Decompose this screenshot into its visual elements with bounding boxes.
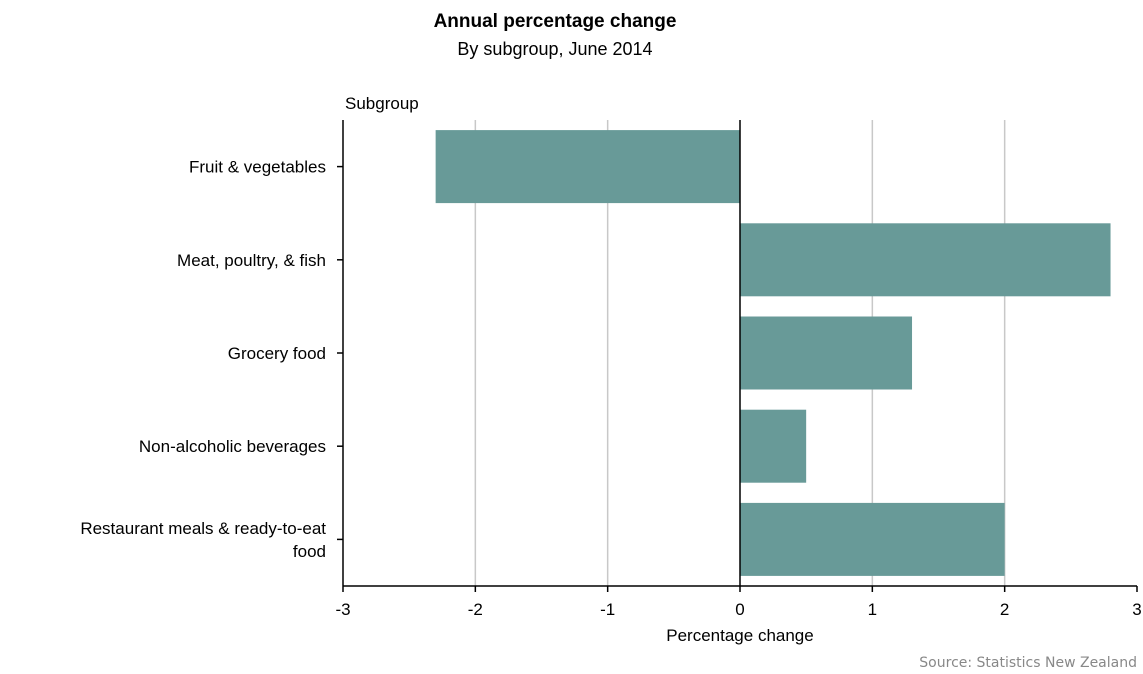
bar	[740, 316, 913, 390]
y-axis-title: Subgroup	[345, 94, 419, 113]
bar	[740, 502, 1005, 576]
x-tick-label: -3	[335, 600, 350, 619]
category-label: Fruit & vegetables	[189, 158, 326, 177]
x-tick-label: -1	[600, 600, 615, 619]
y-category-labels: Fruit & vegetables Meat, poultry, & fish G…	[80, 158, 343, 561]
x-tick-label: 1	[868, 600, 877, 619]
source-note: Source: Statistics New Zealand	[919, 655, 1137, 671]
bar	[435, 130, 740, 204]
category-label: Non-alcoholic beverages	[139, 437, 326, 456]
bar	[740, 409, 807, 483]
x-tick-label: -2	[468, 600, 483, 619]
category-label: Grocery food	[228, 344, 326, 363]
bar	[740, 223, 1111, 297]
x-ticks: -3 -2 -1 0 1 2 3	[335, 586, 1142, 619]
x-tick-label: 3	[1132, 600, 1141, 619]
x-tick-label: 0	[735, 600, 744, 619]
x-axis-title: Percentage change	[666, 626, 813, 645]
chart-subtitle: By subgroup, June 2014	[457, 39, 653, 59]
bars	[435, 130, 1111, 576]
category-label: Restaurant meals & ready-to-eat	[80, 519, 326, 538]
category-label: food	[293, 542, 326, 561]
x-tick-label: 2	[1000, 600, 1009, 619]
category-label: Meat, poultry, & fish	[177, 251, 326, 270]
chart-title: Annual percentage change	[433, 11, 677, 32]
